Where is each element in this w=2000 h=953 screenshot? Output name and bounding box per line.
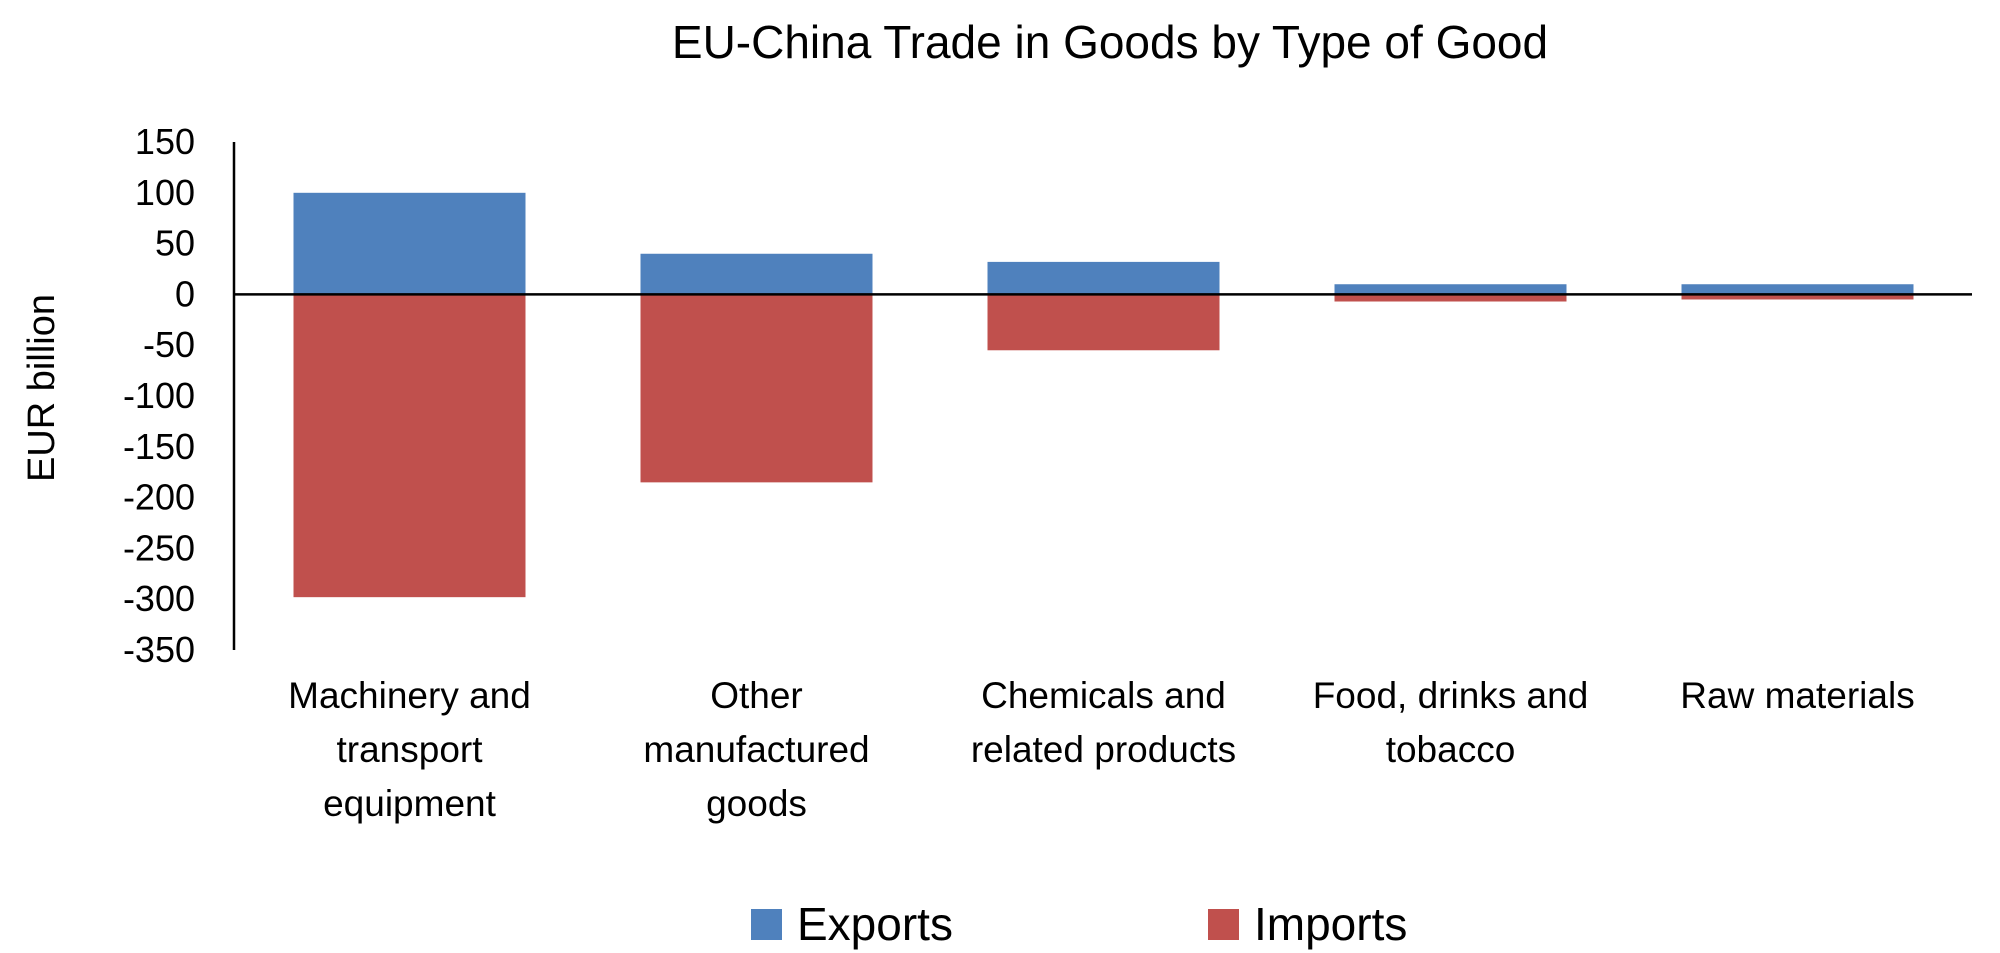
bar-exports-3 [1334,284,1567,295]
legend: Exports Imports [751,898,1407,950]
x-category-label: Machinery and [288,675,531,716]
x-category-label: goods [706,783,807,824]
y-tick-label: -300 [123,578,195,619]
bar-imports-4 [1681,294,1914,300]
y-tick-label: 0 [175,273,195,314]
x-category-label: Chemicals and [981,675,1226,716]
y-tick-label: 150 [135,121,195,162]
y-tick-label: 100 [135,172,195,213]
x-category-label: Food, drinks and [1313,675,1589,716]
x-category-label: related products [971,729,1236,770]
y-tick-label: -50 [143,324,195,365]
legend-swatch-imports [1208,909,1239,940]
bar-exports-0 [293,192,526,295]
y-tick-label: 50 [155,223,195,264]
y-axis-title: EUR billion [21,294,63,482]
x-category-label: Raw materials [1680,675,1914,716]
y-tick-label: -150 [123,426,195,467]
legend-label-imports: Imports [1254,898,1407,950]
chart-title: EU-China Trade in Goods by Type of Good [672,16,1548,68]
y-tick-label: -350 [123,629,195,670]
x-category-label: Other [710,675,803,716]
bar-exports-4 [1681,284,1914,295]
bar-imports-2 [987,294,1220,351]
x-category-label: transport [336,729,483,770]
bar-exports-1 [640,253,873,295]
plot-area: 150 100 50 0 -50 -100 -150 -200 -250 -300 -350 Mach… [123,121,1972,824]
y-tick-label: -200 [123,477,195,518]
legend-swatch-exports [751,909,782,940]
x-category-label: tobacco [1386,729,1516,770]
x-category-label: equipment [323,783,497,824]
bar-imports-3 [1334,294,1567,302]
bar-imports-0 [293,294,526,598]
legend-label-exports: Exports [797,898,953,950]
bar-imports-1 [640,294,873,483]
x-category-label: manufactured [643,729,869,770]
y-tick-label: -250 [123,527,195,568]
bar-exports-2 [987,261,1220,295]
y-tick-label: -100 [123,375,195,416]
